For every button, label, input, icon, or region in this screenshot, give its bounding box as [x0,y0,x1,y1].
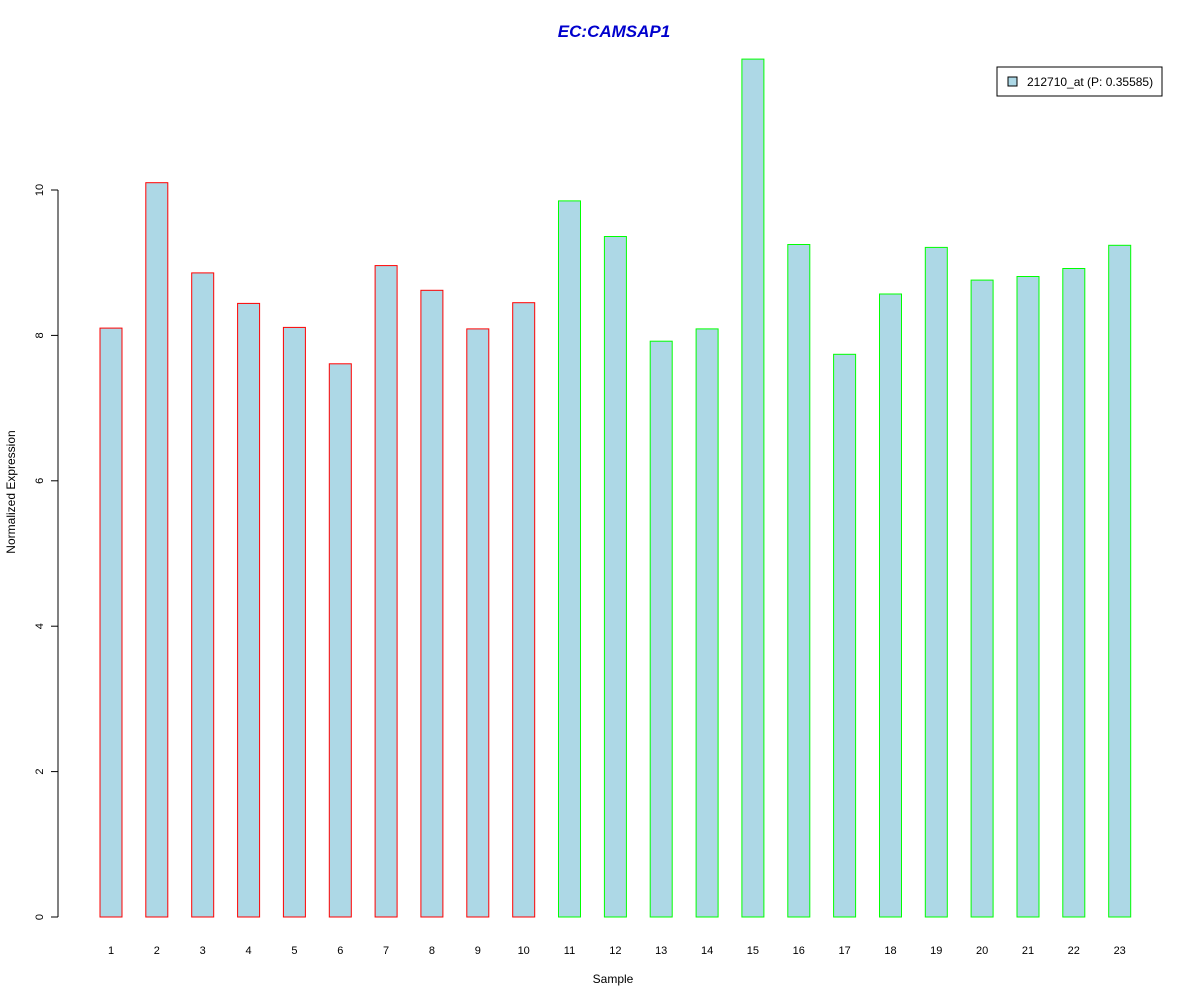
bar-sample-5 [282,326,306,918]
bar-sample-20 [970,279,994,918]
bar-sample-1 [99,327,123,918]
y-tick-label: 8 [34,332,46,338]
x-tick-label: 10 [518,945,530,957]
bar-sample-9 [466,328,490,918]
bar-sample-18 [879,293,902,918]
x-tick-label: 11 [564,945,575,957]
bar-sample-23 [1108,244,1132,918]
legend-label: 212710_at (P: 0.35585) [1027,75,1153,89]
x-tick-label: 3 [200,945,206,957]
bar-sample-6 [328,363,352,918]
bar-sample-13 [649,340,673,918]
y-tick-label: 6 [34,478,46,484]
bar-sample-15 [741,58,765,918]
bar-sample-22 [1062,268,1086,918]
x-tick-label: 4 [246,945,252,957]
bar-sample-3 [191,272,215,918]
y-tick-label: 0 [34,914,46,920]
x-tick-label: 12 [609,945,621,957]
bar-sample-19 [924,246,948,918]
legend-box [996,66,1163,97]
x-tick-label: 15 [747,945,759,957]
x-tick-label: 14 [701,945,713,957]
x-tick-label: 17 [838,945,850,957]
bar-sample-14 [695,328,719,918]
bar-sample-8 [420,289,444,918]
x-tick-label: 5 [291,945,297,957]
legend: 212710_at (P: 0.35585) [996,66,1163,97]
bar-sample-21 [1016,276,1040,918]
x-tick-label: 22 [1068,945,1080,957]
bar-sample-4 [237,302,261,918]
x-tick-label: 19 [930,945,942,957]
x-tick-label: 7 [383,945,389,957]
bar-sample-17 [833,353,857,918]
y-tick-label: 10 [34,184,46,196]
bar-sample-10 [512,302,536,918]
x-tick-labels: 1 2 3 4 5 6 7 8 9 10 11 12 13 14 15 16 17 18 19 20 21 22 23 [108,945,1126,957]
x-tick-label: 8 [429,945,435,957]
x-tick-label: 2 [154,945,160,957]
bar-sample-2 [145,182,169,918]
chart-title: EC:CAMSAP1 [558,22,670,41]
x-tick-label: 21 [1022,945,1034,957]
y-tick-label: 2 [34,769,46,775]
x-tick-label: 16 [793,945,805,957]
x-tick-label: 18 [884,945,896,957]
x-axis-label: Sample [593,972,634,986]
y-tick-label: 4 [34,623,46,629]
legend-swatch [1007,76,1018,87]
x-tick-label: 20 [976,945,988,957]
x-tick-label: 23 [1114,945,1126,957]
bar-sample-16 [787,244,811,918]
y-axis: 0 2 4 6 8 10 [34,184,59,920]
x-tick-label: 6 [337,945,343,957]
y-axis-label: Normalized Expression [4,430,18,553]
bar-sample-11 [558,200,581,918]
bar-sample-7 [374,265,398,918]
bar-sample-12 [603,236,627,918]
bars [99,58,1132,918]
x-tick-label: 9 [475,945,481,957]
x-tick-label: 13 [655,945,667,957]
x-tick-label: 1 [108,945,114,957]
